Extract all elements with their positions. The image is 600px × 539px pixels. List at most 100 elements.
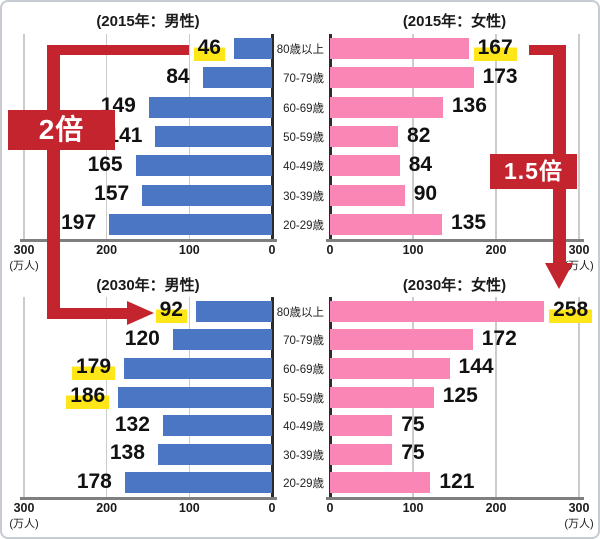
axis-tick-label: 0 [268,501,276,515]
bar-female-2030-40-49歳 [330,415,393,437]
bar-male-2015-20-29歳 [109,213,272,235]
axis-unit-label: (万人) [564,518,594,530]
x-axis-female-2030 [326,497,584,500]
bar-female-2030-80歳以上 [330,300,545,322]
value-label: 178 [76,469,112,493]
value-label: 75 [401,412,425,436]
chart-title-male-2015: (2015年：男性) [96,13,200,30]
age-group-label: 40-49歳 [283,161,324,174]
arrow-head-right-icon [127,301,154,325]
axis-tick-label: 100 [178,501,200,515]
value-label: 84 [408,152,433,176]
age-group-label: 20-29歳 [283,478,324,491]
annotation-badge-1-5x: 1.5倍 [490,154,577,189]
bar-male-2030-30-39歳 [157,443,272,465]
age-group-label: 50-59歳 [283,392,324,405]
bar-male-2030-70-79歳 [172,329,272,351]
age-group-label: 50-59歳 [283,132,324,144]
value-label: 157 [94,182,130,206]
value-label: 165 [87,152,123,176]
bar-male-2015-30-39歳 [142,184,272,206]
age-group-label: 30-39歳 [283,190,324,203]
value-label: 132 [114,412,150,436]
age-group-label: 30-39歳 [283,449,324,462]
value-label: 138 [109,441,145,465]
age-group-label: 80歳以上 [276,306,324,319]
axis-tick-label: 200 [485,243,507,257]
axis-tick-label: 300 [13,243,35,257]
arrow-right-segment-top [529,45,566,55]
age-group-label: 70-79歳 [283,335,324,348]
annotation-badge-2x: 2倍 [8,110,115,150]
gridline-female-2015-300 [578,34,580,239]
bar-male-2015-80歳以上 [233,38,272,60]
axis-tick-label: 0 [326,243,334,257]
value-label: 46 [193,34,225,61]
value-label: 75 [401,441,425,465]
bar-male-2015-50-59歳 [155,126,272,147]
value-label: 141 [107,123,143,147]
axis-tick-label: 100 [402,501,424,515]
value-label: 121 [439,469,475,493]
gridline-male-2030-300 [23,297,25,497]
value-label: 120 [124,326,160,350]
value-label: 179 [71,354,116,381]
arrow-left-segment-vertical [47,45,60,319]
value-label: 90 [413,182,438,206]
bar-female-2030-30-39歳 [330,443,393,465]
value-label: 173 [482,64,518,88]
value-label: 197 [61,211,97,235]
x-axis-male-2015 [20,239,277,242]
axis-tick-label: 100 [178,243,200,257]
bar-female-2030-20-29歳 [330,472,431,494]
axis-tick-label: 300 [13,501,35,515]
bar-female-2030-70-79歳 [330,329,473,351]
axis-tick-label: 0 [326,501,334,515]
x-axis-male-2030 [20,497,277,500]
bar-female-2015-80歳以上 [330,38,469,60]
gridline-female-2015-100 [412,34,414,239]
zero-axis-male-2030 [270,297,274,499]
bar-female-2030-60-69歳 [330,357,450,379]
bar-female-2030-50-59歳 [330,386,434,408]
value-label: 186 [66,383,110,409]
value-label: 258 [549,297,593,324]
value-label: 144 [458,355,494,379]
value-label: 135 [451,211,487,235]
value-label: 172 [481,326,517,350]
bar-female-2015-20-29歳 [330,213,443,235]
value-label: 125 [442,384,478,407]
chart-title-female-2030: (2030年：女性) [402,277,507,294]
axis-tick-label: 0 [268,243,276,257]
value-label: 84 [166,64,190,88]
chart-title-female-2015: (2015年：女性) [402,13,507,30]
chart-title-male-2030: (2030年：男性) [96,277,200,294]
bar-male-2015-40-49歳 [135,155,272,177]
arrow-head-down-icon [545,263,573,289]
bar-male-2015-70-79歳 [202,67,272,89]
axis-tick-label: 300 [568,501,590,515]
bar-female-2015-50-59歳 [330,126,399,147]
x-axis-female-2015 [326,239,584,242]
axis-unit-label: (万人) [9,260,39,272]
bar-male-2030-40-49歳 [162,415,272,437]
value-label: 167 [473,34,517,61]
gridline-female-2030-300 [578,297,580,497]
arrow-left-segment-bottom [47,308,127,319]
bar-male-2030-80歳以上 [195,300,272,322]
axis-tick-label: 200 [96,501,118,515]
gridline-female-2015-200 [495,34,497,239]
bar-female-2015-40-49歳 [330,155,400,177]
value-label: 92 [155,297,187,324]
bar-female-2015-70-79歳 [330,67,474,89]
bar-female-2015-60-69歳 [330,96,443,118]
bar-female-2015-30-39歳 [330,184,405,206]
axis-tick-label: 200 [96,243,118,257]
arrow-left-segment-top [47,45,189,55]
bar-male-2030-60-69歳 [124,357,272,379]
value-label: 82 [407,123,431,147]
axis-tick-label: 200 [485,501,507,515]
age-group-label: 60-69歳 [283,102,324,115]
